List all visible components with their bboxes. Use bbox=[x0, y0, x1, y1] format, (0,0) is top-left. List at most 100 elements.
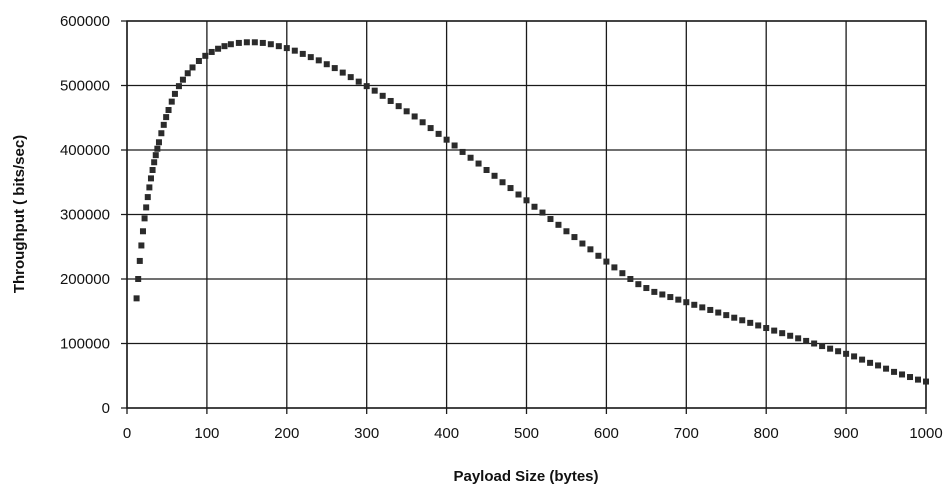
data-point bbox=[395, 103, 402, 110]
data-point bbox=[283, 45, 290, 52]
data-point bbox=[859, 356, 866, 363]
data-point bbox=[175, 83, 182, 90]
x-tick-label: 700 bbox=[674, 425, 699, 442]
x-tick-label: 100 bbox=[194, 425, 219, 442]
data-point bbox=[331, 65, 338, 72]
data-point bbox=[707, 306, 714, 313]
tick-labels: 0 100 200 300 400 500 600 700 800 900 1000 0 100000 2… bbox=[60, 13, 943, 442]
data-point bbox=[499, 179, 506, 186]
data-point bbox=[144, 194, 151, 201]
y-tick-label: 100000 bbox=[60, 336, 110, 353]
data-point bbox=[221, 43, 228, 50]
data-point bbox=[451, 142, 458, 149]
data-point bbox=[387, 97, 394, 104]
data-point bbox=[154, 145, 161, 152]
data-point bbox=[171, 90, 178, 97]
data-point bbox=[763, 325, 770, 332]
data-point bbox=[189, 64, 196, 71]
x-tick-label: 900 bbox=[834, 425, 859, 442]
data-point bbox=[667, 294, 674, 301]
data-point bbox=[539, 209, 546, 216]
data-point bbox=[323, 61, 330, 68]
data-point bbox=[571, 234, 578, 241]
data-point bbox=[267, 41, 274, 48]
data-point bbox=[827, 345, 834, 352]
data-point bbox=[635, 281, 642, 288]
data-point bbox=[787, 332, 794, 339]
y-tick-label: 200000 bbox=[60, 271, 110, 288]
data-point bbox=[139, 228, 146, 235]
data-point bbox=[523, 197, 530, 204]
data-point bbox=[579, 240, 586, 247]
data-point bbox=[531, 203, 538, 210]
data-point bbox=[507, 185, 514, 192]
data-point bbox=[467, 154, 474, 161]
data-point bbox=[379, 92, 386, 99]
data-point bbox=[403, 108, 410, 115]
y-tick-label: 600000 bbox=[60, 13, 110, 30]
data-point bbox=[133, 295, 140, 302]
data-point bbox=[235, 39, 242, 46]
y-tick-label: 500000 bbox=[60, 78, 110, 95]
x-tick-label: 600 bbox=[594, 425, 619, 442]
data-point bbox=[563, 228, 570, 235]
x-tick-label: 300 bbox=[354, 425, 379, 442]
data-point bbox=[363, 83, 370, 90]
data-point bbox=[891, 368, 898, 375]
data-point bbox=[755, 322, 762, 329]
data-point bbox=[915, 376, 922, 383]
data-point bbox=[603, 258, 610, 265]
data-point bbox=[179, 76, 186, 83]
data-point bbox=[835, 348, 842, 355]
data-point bbox=[143, 204, 150, 211]
data-point bbox=[259, 39, 266, 46]
data-point bbox=[475, 160, 482, 167]
data-point bbox=[202, 52, 209, 59]
data-point bbox=[147, 175, 154, 182]
data-point bbox=[883, 365, 890, 372]
data-point bbox=[307, 54, 314, 61]
data-point bbox=[731, 314, 738, 321]
y-tick-label: 0 bbox=[102, 400, 110, 417]
plot-area-frame bbox=[126, 20, 927, 409]
data-point bbox=[899, 371, 906, 378]
data-point bbox=[747, 319, 754, 326]
data-point bbox=[923, 378, 929, 385]
data-point bbox=[165, 107, 172, 114]
data-point bbox=[184, 70, 191, 77]
x-tick-label: 0 bbox=[123, 425, 131, 442]
data-point bbox=[315, 57, 322, 64]
data-point bbox=[627, 276, 634, 282]
data-point bbox=[160, 121, 167, 128]
data-point bbox=[138, 242, 145, 249]
data-point bbox=[659, 291, 666, 298]
data-point bbox=[843, 350, 850, 357]
data-point bbox=[683, 299, 690, 306]
data-point bbox=[149, 166, 156, 173]
data-points bbox=[133, 39, 929, 385]
data-point bbox=[168, 98, 175, 105]
x-tick-label: 400 bbox=[434, 425, 459, 442]
data-point bbox=[339, 69, 346, 76]
data-point bbox=[771, 327, 778, 334]
data-point bbox=[227, 41, 234, 48]
data-point bbox=[803, 337, 810, 344]
data-point bbox=[443, 136, 450, 143]
data-point bbox=[291, 47, 298, 54]
x-tick-label: 800 bbox=[754, 425, 779, 442]
data-point bbox=[152, 152, 159, 159]
data-point bbox=[427, 125, 434, 132]
data-point bbox=[483, 166, 490, 173]
data-point bbox=[215, 45, 222, 52]
data-point bbox=[141, 215, 148, 222]
x-tick-label: 500 bbox=[514, 425, 539, 442]
data-point bbox=[491, 172, 498, 179]
data-point bbox=[699, 304, 706, 311]
data-point bbox=[419, 119, 426, 126]
data-point bbox=[595, 252, 602, 259]
data-point bbox=[459, 148, 466, 155]
x-tick-label: 200 bbox=[274, 425, 299, 442]
data-point bbox=[867, 359, 874, 366]
